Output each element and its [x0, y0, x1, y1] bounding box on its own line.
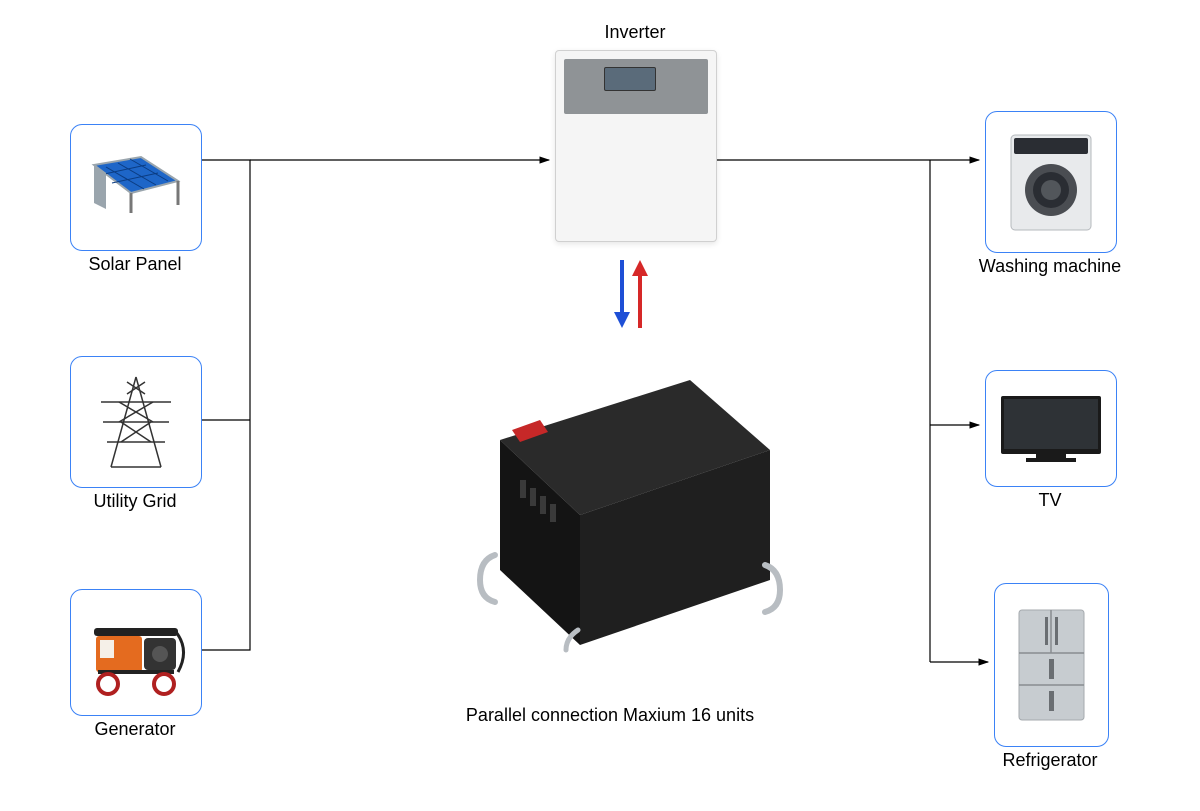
inverter-node [555, 50, 717, 242]
washing-machine-icon [1006, 130, 1096, 235]
solar-panel-icon [86, 153, 186, 223]
generator-icon [86, 608, 186, 698]
generator-label: Generator [70, 719, 200, 740]
refrigerator-node [994, 583, 1109, 747]
tv-node [985, 370, 1117, 487]
refrigerator-label: Refrigerator [975, 750, 1125, 771]
edge-left-trunk [200, 160, 250, 650]
utility-grid-node [70, 356, 202, 488]
washing-machine-node [985, 111, 1117, 253]
inverter-label: Inverter [555, 22, 715, 43]
battery-label: Parallel connection Maxium 16 units [430, 705, 790, 726]
solar-panel-node [70, 124, 202, 251]
pylon-icon [91, 372, 181, 472]
tv-label: TV [985, 490, 1115, 511]
tv-icon [996, 391, 1106, 466]
refrigerator-icon [1014, 605, 1089, 725]
battery-node [430, 340, 790, 660]
solar-panel-label: Solar Panel [70, 254, 200, 275]
utility-grid-label: Utility Grid [70, 491, 200, 512]
washing-machine-label: Washing machine [960, 256, 1140, 277]
edge-inverter-battery-bidir [614, 260, 648, 328]
generator-node [70, 589, 202, 716]
